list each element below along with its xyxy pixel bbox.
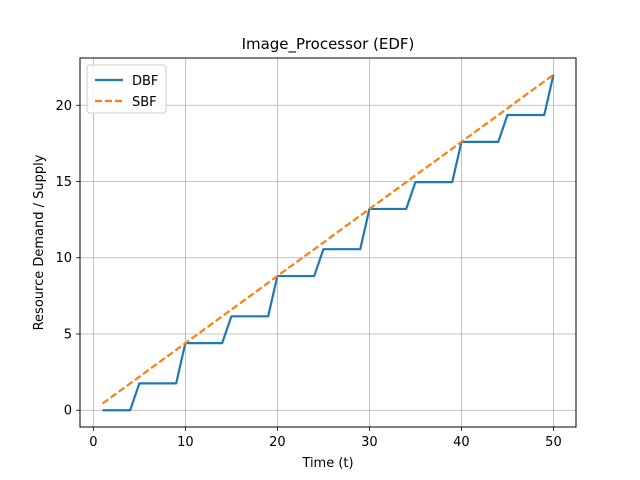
plot-frame: [79, 57, 577, 428]
x-tick-label-40: 40: [453, 435, 470, 450]
y-tick-label-15: 15: [55, 175, 72, 190]
x-tick-label-30: 30: [361, 435, 378, 450]
series-line-sbf: [101, 73, 555, 405]
grid-lines: [80, 58, 576, 427]
x-tick-label-10: 10: [177, 435, 194, 450]
legend-label-dbf: DBF: [132, 74, 158, 89]
series-lines: [101, 73, 555, 412]
y-tick-label-5: 5: [64, 327, 72, 342]
x-tick-label-0: 0: [89, 435, 97, 450]
axis-ticks: 0 10 20 30 40 50 0 5 10 15 20: [55, 99, 561, 450]
y-tick-label-10: 10: [55, 251, 72, 266]
x-tick-label-50: 50: [545, 435, 562, 450]
y-tick-label-20: 20: [55, 99, 72, 114]
x-axis-title: Time (t): [301, 456, 353, 471]
chart-title: Image_Processor (EDF): [242, 35, 415, 54]
y-tick-label-0: 0: [64, 404, 72, 419]
x-tick-label-20: 20: [269, 435, 286, 450]
legend: DBF SBF: [86, 64, 167, 114]
legend-label-sbf: SBF: [132, 95, 157, 110]
series-line-dbf: [102, 74, 555, 412]
y-axis-title: Resource Demand / Supply: [32, 154, 47, 330]
